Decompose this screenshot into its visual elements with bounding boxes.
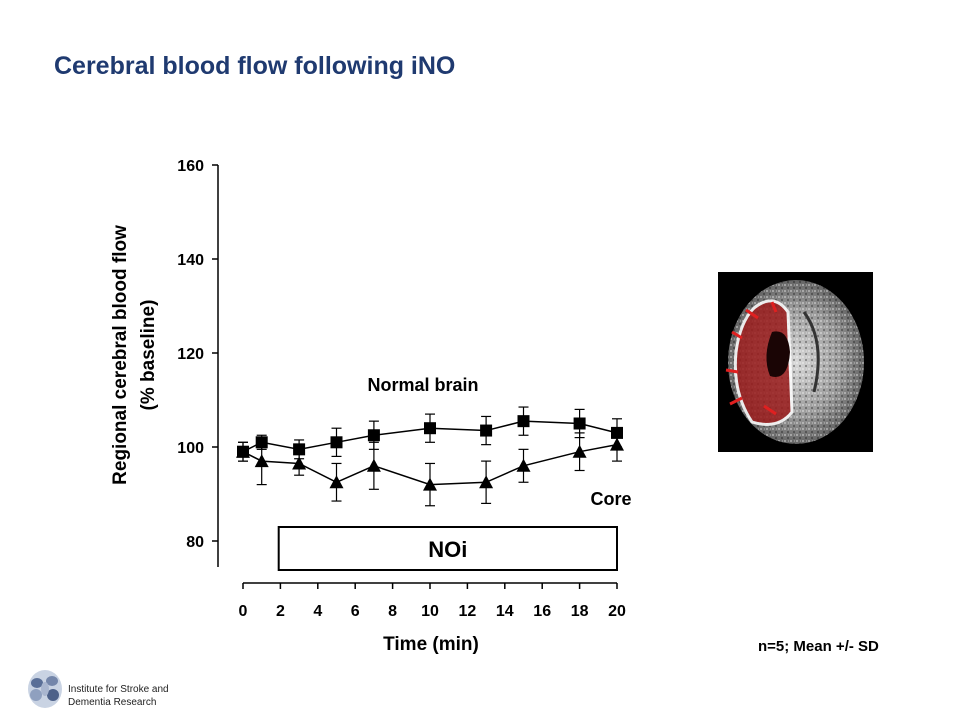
series-normal-brain: [237, 406, 623, 462]
y-axis: 80 100 120 140 160: [177, 158, 219, 567]
noi-annotation-box: NOi: [277, 526, 618, 571]
slide-title: Cerebral blood flow following iNO: [54, 52, 456, 80]
x-tick-label: 12: [459, 603, 477, 620]
data-point-triangle: [572, 444, 587, 458]
brain-scan-image: [718, 272, 873, 452]
data-point-triangle: [329, 475, 344, 489]
data-point-triangle: [292, 456, 307, 470]
data-point-triangle: [610, 437, 624, 451]
institute-name-line1: Institute for Stroke and: [68, 684, 169, 695]
data-point-triangle: [423, 477, 437, 491]
y-axis-label-unit: (% baseline): [138, 300, 159, 411]
y-tick-label: 120: [177, 346, 204, 363]
data-point-triangle: [516, 458, 531, 472]
series-label-normal-brain: Normal brain: [367, 375, 478, 395]
x-axis: 0 2 4 6 8 10 12 14 16 18 20: [239, 582, 626, 620]
data-point-square: [517, 415, 530, 428]
data-point-triangle: [479, 475, 494, 489]
y-tick-label: 100: [177, 440, 204, 457]
data-point-square: [367, 429, 380, 442]
x-tick-label: 18: [571, 603, 589, 620]
institute-name: Institute for Stroke and Dementia Resear…: [68, 683, 169, 709]
series-line-normal-brain: [242, 420, 618, 453]
y-tick-label: 160: [177, 158, 204, 175]
data-point-triangle: [236, 444, 250, 458]
x-axis-label: Time (min): [383, 634, 479, 655]
y-tick-label: 80: [186, 534, 204, 551]
x-tick-label: 6: [351, 603, 360, 620]
data-point-square: [293, 443, 306, 456]
y-tick-label: 140: [177, 252, 204, 269]
x-tick-label: 4: [313, 603, 322, 620]
series-layer: [236, 406, 624, 507]
x-tick-label: 14: [496, 603, 514, 620]
data-point-square: [573, 417, 586, 430]
y-axis-label: Regional cerebral blood flow: [110, 225, 131, 485]
x-tick-label: 10: [421, 603, 439, 620]
series-core: [236, 427, 624, 507]
x-tick-label: 16: [533, 603, 551, 620]
stats-note: n=5; Mean +/- SD: [758, 638, 879, 655]
data-point-triangle: [366, 458, 381, 472]
noi-box: [277, 526, 618, 571]
institute-name-line2: Dementia Research: [68, 697, 157, 708]
x-tick-label: 8: [388, 603, 397, 620]
series-line-core: [242, 443, 618, 486]
x-tick-label: 2: [276, 603, 285, 620]
data-point-triangle: [254, 454, 269, 468]
institute-logo: Institute for Stroke and Dementia Resear…: [24, 668, 224, 712]
x-tick-label: 0: [239, 603, 248, 620]
noi-label: NOi: [428, 537, 467, 562]
brain-logo-icon: [28, 670, 62, 708]
data-point-square: [424, 422, 436, 435]
data-point-square: [480, 424, 493, 437]
x-tick-label: 20: [608, 603, 626, 620]
data-point-square: [330, 436, 343, 449]
series-label-core: Core: [590, 489, 631, 509]
